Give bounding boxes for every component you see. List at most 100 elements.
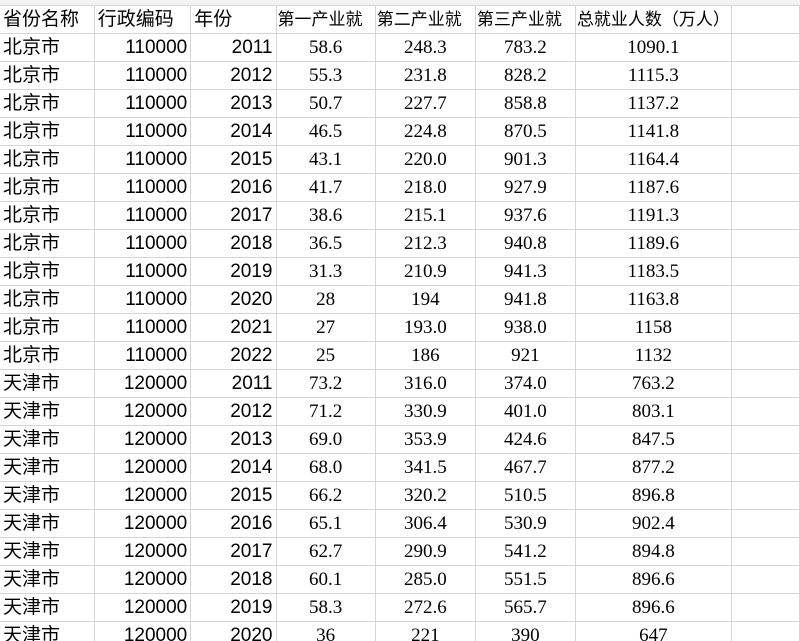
cell-primary-industry[interactable]: 65.1 xyxy=(276,509,376,538)
cell-secondary-industry[interactable]: 218.0 xyxy=(375,173,476,202)
cell-secondary-industry[interactable]: 272.6 xyxy=(375,593,476,622)
cell-secondary-industry[interactable]: 220.0 xyxy=(375,145,476,174)
cell-tertiary-industry[interactable]: 870.5 xyxy=(475,117,576,146)
cell-province[interactable]: 天津市 xyxy=(0,593,95,622)
cell-admin-code[interactable]: 120000 xyxy=(94,593,192,622)
cell-secondary-industry[interactable]: 316.0 xyxy=(375,369,476,398)
cell-secondary-industry[interactable]: 186 xyxy=(375,341,476,370)
cell-primary-industry[interactable]: 58.3 xyxy=(276,593,376,622)
cell-admin-code[interactable]: 110000 xyxy=(94,285,192,314)
header-cell-secondary-industry[interactable]: 第二产业就 xyxy=(375,6,476,34)
cell-primary-industry[interactable]: 66.2 xyxy=(276,481,376,510)
cell-primary-industry[interactable]: 38.6 xyxy=(276,201,376,230)
empty-cell[interactable] xyxy=(731,257,800,286)
cell-tertiary-industry[interactable]: 783.2 xyxy=(475,33,576,62)
cell-primary-industry[interactable]: 55.3 xyxy=(276,61,376,90)
cell-year[interactable]: 2011 xyxy=(190,369,277,398)
empty-cell[interactable] xyxy=(731,201,800,230)
cell-year[interactable]: 2017 xyxy=(190,201,277,230)
empty-cell[interactable] xyxy=(731,61,800,90)
cell-province[interactable]: 北京市 xyxy=(0,257,95,286)
cell-admin-code[interactable]: 110000 xyxy=(94,117,192,146)
empty-cell[interactable] xyxy=(731,481,800,510)
cell-tertiary-industry[interactable]: 541.2 xyxy=(475,537,576,566)
cell-admin-code[interactable]: 120000 xyxy=(94,425,192,454)
cell-primary-industry[interactable]: 36.5 xyxy=(276,229,376,258)
cell-admin-code[interactable]: 110000 xyxy=(94,229,192,258)
cell-year[interactable]: 2013 xyxy=(190,89,277,118)
empty-cell[interactable] xyxy=(731,173,800,202)
cell-secondary-industry[interactable]: 224.8 xyxy=(375,117,476,146)
cell-tertiary-industry[interactable]: 828.2 xyxy=(475,61,576,90)
cell-tertiary-industry[interactable]: 927.9 xyxy=(475,173,576,202)
cell-secondary-industry[interactable]: 306.4 xyxy=(375,509,476,538)
header-cell-province[interactable]: 省份名称 xyxy=(0,6,95,34)
cell-primary-industry[interactable]: 60.1 xyxy=(276,565,376,594)
cell-secondary-industry[interactable]: 193.0 xyxy=(375,313,476,342)
cell-year[interactable]: 2021 xyxy=(190,313,277,342)
cell-total-employment[interactable]: 1191.3 xyxy=(575,201,732,230)
header-cell-total-employment[interactable]: 总就业人数（万人） xyxy=(575,6,732,34)
cell-primary-industry[interactable]: 41.7 xyxy=(276,173,376,202)
empty-cell[interactable] xyxy=(731,621,800,641)
cell-tertiary-industry[interactable]: 374.0 xyxy=(475,369,576,398)
cell-province[interactable]: 北京市 xyxy=(0,341,95,370)
cell-year[interactable]: 2019 xyxy=(190,593,277,622)
cell-province[interactable]: 北京市 xyxy=(0,117,95,146)
empty-cell[interactable] xyxy=(731,285,800,314)
header-cell-tertiary-industry[interactable]: 第三产业就 xyxy=(475,6,576,34)
cell-tertiary-industry[interactable]: 901.3 xyxy=(475,145,576,174)
cell-total-employment[interactable]: 1158 xyxy=(575,313,732,342)
cell-province[interactable]: 北京市 xyxy=(0,285,95,314)
cell-total-employment[interactable]: 1163.8 xyxy=(575,285,732,314)
header-cell-year[interactable]: 年份 xyxy=(190,6,277,34)
cell-year[interactable]: 2015 xyxy=(190,481,277,510)
cell-tertiary-industry[interactable]: 565.7 xyxy=(475,593,576,622)
cell-year[interactable]: 2016 xyxy=(190,509,277,538)
cell-year[interactable]: 2016 xyxy=(190,173,277,202)
cell-primary-industry[interactable]: 28 xyxy=(276,285,376,314)
empty-cell[interactable] xyxy=(731,33,800,62)
cell-total-employment[interactable]: 1137.2 xyxy=(575,89,732,118)
cell-primary-industry[interactable]: 69.0 xyxy=(276,425,376,454)
cell-province[interactable]: 天津市 xyxy=(0,565,95,594)
cell-year[interactable]: 2020 xyxy=(190,285,277,314)
empty-cell[interactable] xyxy=(731,341,800,370)
empty-cell[interactable] xyxy=(731,593,800,622)
cell-total-employment[interactable]: 1090.1 xyxy=(575,33,732,62)
cell-secondary-industry[interactable]: 248.3 xyxy=(375,33,476,62)
cell-secondary-industry[interactable]: 353.9 xyxy=(375,425,476,454)
cell-admin-code[interactable]: 110000 xyxy=(94,89,192,118)
cell-admin-code[interactable]: 110000 xyxy=(94,145,192,174)
cell-admin-code[interactable]: 110000 xyxy=(94,313,192,342)
cell-province[interactable]: 天津市 xyxy=(0,369,95,398)
cell-province[interactable]: 北京市 xyxy=(0,313,95,342)
cell-primary-industry[interactable]: 71.2 xyxy=(276,397,376,426)
cell-admin-code[interactable]: 110000 xyxy=(94,33,192,62)
cell-year[interactable]: 2018 xyxy=(190,565,277,594)
cell-province[interactable]: 天津市 xyxy=(0,621,95,641)
cell-total-employment[interactable]: 1183.5 xyxy=(575,257,732,286)
cell-primary-industry[interactable]: 43.1 xyxy=(276,145,376,174)
cell-admin-code[interactable]: 110000 xyxy=(94,257,192,286)
cell-province[interactable]: 天津市 xyxy=(0,481,95,510)
cell-total-employment[interactable]: 647 xyxy=(575,621,732,641)
cell-tertiary-industry[interactable]: 940.8 xyxy=(475,229,576,258)
cell-primary-industry[interactable]: 62.7 xyxy=(276,537,376,566)
cell-secondary-industry[interactable]: 320.2 xyxy=(375,481,476,510)
header-cell-admin-code[interactable]: 行政编码 xyxy=(94,6,192,34)
cell-tertiary-industry[interactable]: 551.5 xyxy=(475,565,576,594)
cell-year[interactable]: 2012 xyxy=(190,61,277,90)
cell-admin-code[interactable]: 120000 xyxy=(94,397,192,426)
cell-secondary-industry[interactable]: 285.0 xyxy=(375,565,476,594)
cell-admin-code[interactable]: 120000 xyxy=(94,481,192,510)
cell-secondary-industry[interactable]: 330.9 xyxy=(375,397,476,426)
cell-year[interactable]: 2022 xyxy=(190,341,277,370)
cell-year[interactable]: 2013 xyxy=(190,425,277,454)
cell-tertiary-industry[interactable]: 424.6 xyxy=(475,425,576,454)
empty-cell[interactable] xyxy=(731,453,800,482)
cell-tertiary-industry[interactable]: 858.8 xyxy=(475,89,576,118)
cell-tertiary-industry[interactable]: 941.3 xyxy=(475,257,576,286)
cell-primary-industry[interactable]: 27 xyxy=(276,313,376,342)
cell-total-employment[interactable]: 902.4 xyxy=(575,509,732,538)
